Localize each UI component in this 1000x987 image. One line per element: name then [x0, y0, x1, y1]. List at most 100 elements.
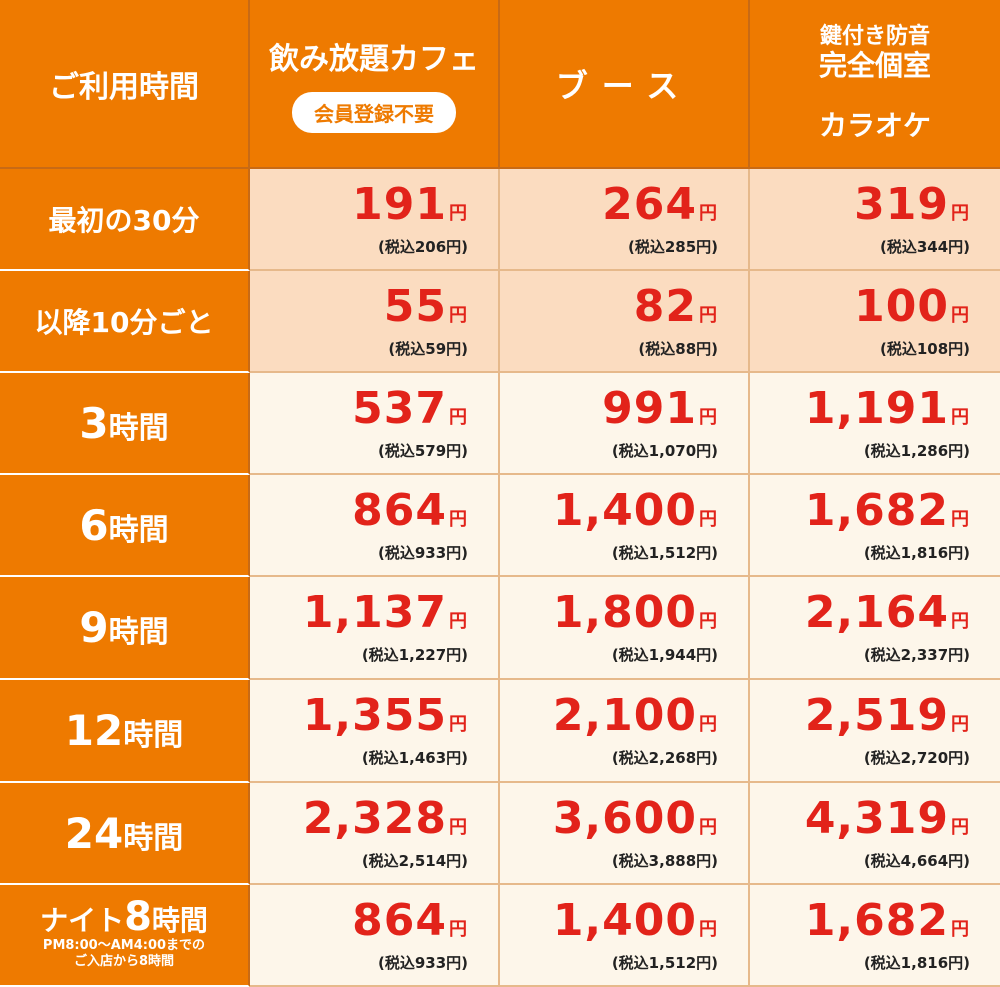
- no-membership-badge: 会員登録不要: [292, 92, 456, 133]
- price-cell-karaoke: 1,682 円 (税込1,816円): [750, 885, 1000, 987]
- price-cell-cafe: 1,355 円 (税込1,463円): [250, 680, 500, 783]
- price-amount: 1,682: [804, 894, 949, 946]
- price-value: 2,100 円: [553, 694, 718, 747]
- yen-unit: 円: [449, 918, 468, 940]
- tax-included-price: (税込1,512円): [611, 543, 718, 562]
- row-label: ナイト8時間 PM8:00〜AM4:00までの ご入店から8時間: [0, 885, 250, 987]
- night-note-hours: PM8:00〜AM4:00までの: [42, 938, 206, 953]
- yen-unit: 円: [699, 304, 718, 326]
- row-label-unit: 時間: [108, 615, 169, 650]
- price-value: 82 円: [634, 284, 718, 338]
- row-label: 3時間: [0, 373, 250, 475]
- price-value: 1,800 円: [553, 591, 718, 644]
- price-value: 864 円: [352, 898, 468, 952]
- price-amount: 1,400: [552, 894, 697, 946]
- price-amount: 864: [352, 894, 447, 946]
- price-cell-karaoke: 1,682 円 (税込1,816円): [750, 475, 1000, 577]
- yen-unit: 円: [951, 304, 970, 326]
- price-cell-karaoke: 4,319 円 (税込4,664円): [750, 783, 1000, 885]
- row-label-unit: 時間: [123, 718, 184, 753]
- price-cell-karaoke: 100 円 (税込108円): [750, 271, 1000, 373]
- header-karaoke-line1: 鍵付き防音: [819, 23, 930, 49]
- tax-included-price: (税込1,227円): [361, 646, 468, 664]
- price-cell-booth: 2,100 円 (税込2,268円): [500, 680, 750, 783]
- header-time-label: ご利用時間: [49, 69, 199, 105]
- header-karaoke-line2: 完全個室: [818, 48, 931, 82]
- header-booth-title: ブース: [555, 66, 693, 105]
- row-label-text: 最初の30分: [48, 204, 200, 237]
- price-cell-cafe: 1,137 円 (税込1,227円): [250, 577, 500, 680]
- price-amount: 82: [633, 280, 697, 332]
- price-cell-booth: 3,600 円 (税込3,888円): [500, 783, 750, 885]
- price-cell-booth: 1,400 円 (税込1,512円): [500, 885, 750, 987]
- yen-unit: 円: [699, 714, 718, 735]
- tax-included-price: (税込285円): [627, 237, 718, 256]
- price-value: 100 円: [854, 284, 970, 338]
- price-value: 991 円: [602, 386, 718, 440]
- price-value: 1,191 円: [805, 386, 970, 440]
- row-label-unit: 時間: [108, 512, 169, 548]
- tax-included-price: (税込2,720円): [863, 749, 970, 767]
- yen-unit: 円: [449, 202, 468, 224]
- yen-unit: 円: [449, 816, 468, 838]
- tax-included-price: (税込2,514円): [361, 851, 468, 870]
- price-amount: 55: [383, 280, 447, 332]
- tax-included-price: (税込1,286円): [863, 441, 970, 460]
- price-amount: 3,600: [552, 792, 697, 844]
- price-cell-cafe: 864 円 (税込933円): [250, 475, 500, 577]
- night-label-block: ナイト8時間 PM8:00〜AM4:00までの ご入店から8時間: [40, 897, 208, 970]
- price-amount: 1,400: [552, 484, 697, 536]
- price-amount: 1,355: [302, 690, 447, 741]
- price-cell-booth: 1,800 円 (税込1,944円): [500, 577, 750, 680]
- row-label-text: 12時間: [65, 706, 183, 755]
- price-cell-booth: 264 円 (税込285円): [500, 169, 750, 271]
- price-amount: 1,682: [804, 484, 949, 536]
- row-label: 以降10分ごと: [0, 271, 250, 373]
- tax-included-price: (税込1,070円): [611, 441, 718, 460]
- tax-included-price: (税込4,664円): [863, 851, 970, 870]
- price-cell-cafe: 191 円 (税込206円): [250, 169, 500, 271]
- price-amount: 864: [352, 484, 447, 536]
- tax-included-price: (税込579円): [377, 441, 468, 460]
- price-value: 191 円: [352, 182, 468, 236]
- yen-unit: 円: [699, 406, 718, 428]
- price-amount: 191: [352, 178, 447, 230]
- yen-unit: 円: [951, 611, 970, 632]
- row-label-text: 9時間: [79, 603, 168, 652]
- tax-included-price: (税込2,268円): [611, 749, 718, 767]
- tax-included-price: (税込2,337円): [863, 646, 970, 664]
- yen-unit: 円: [951, 508, 970, 530]
- row-label-number: 12: [64, 706, 124, 755]
- price-value: 4,319 円: [805, 796, 970, 850]
- tax-included-price: (税込88円): [638, 339, 718, 358]
- tax-included-price: (税込1,463円): [361, 749, 468, 767]
- price-cell-karaoke: 319 円 (税込344円): [750, 169, 1000, 271]
- row-label-unit: 時間: [123, 820, 184, 856]
- price-value: 1,400 円: [553, 898, 718, 952]
- night-note-duration: ご入店から8時間: [73, 954, 175, 969]
- price-cell-booth: 82 円 (税込88円): [500, 271, 750, 373]
- price-cell-booth: 991 円 (税込1,070円): [500, 373, 750, 475]
- price-cell-cafe: 55 円 (税込59円): [250, 271, 500, 373]
- price-value: 2,519 円: [805, 694, 970, 747]
- tax-included-price: (税込933円): [377, 543, 468, 562]
- price-value: 1,682 円: [805, 898, 970, 952]
- night-title: ナイト8時間: [40, 897, 208, 938]
- price-amount: 1,191: [804, 382, 949, 434]
- price-cell-cafe: 2,328 円 (税込2,514円): [250, 783, 500, 885]
- yen-unit: 円: [951, 714, 970, 735]
- price-value: 864 円: [352, 488, 468, 542]
- row-label-unit: 時間: [108, 410, 169, 446]
- tax-included-price: (税込1,816円): [863, 543, 970, 562]
- yen-unit: 円: [449, 714, 468, 735]
- header-cafe-column: 飲み放題カフェ 会員登録不要: [250, 0, 500, 169]
- yen-unit: 円: [951, 816, 970, 838]
- tax-included-price: (税込108円): [879, 339, 970, 358]
- row-label-text: 3時間: [79, 399, 168, 448]
- row-label-text: 以降10分ごと: [34, 306, 214, 339]
- row-label: 12時間: [0, 680, 250, 783]
- row-label-number: 6: [79, 500, 109, 550]
- price-amount: 2,100: [552, 690, 697, 741]
- header-karaoke-line3: カラオケ: [818, 108, 931, 142]
